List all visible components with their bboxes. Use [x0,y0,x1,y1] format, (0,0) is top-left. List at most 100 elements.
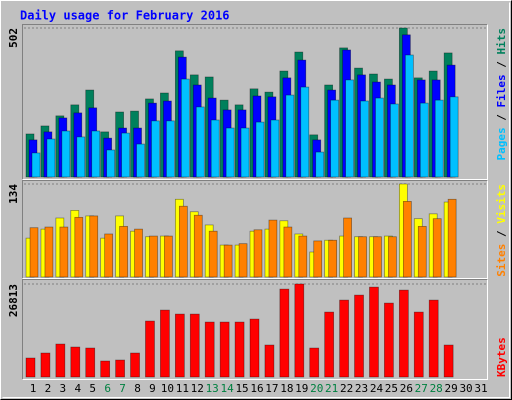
bar [189,313,200,378]
bar [402,201,412,278]
x-tick-label: 8 [134,382,141,395]
bar [384,302,394,378]
bar [358,236,367,278]
bar [369,286,379,378]
bar [268,219,278,278]
x-tick-label: 27 [415,382,428,395]
bar [104,233,114,278]
bar [417,225,427,278]
bar [343,217,352,278]
bar [315,151,325,178]
bar [91,130,101,178]
bar [373,236,382,278]
bar [354,294,364,378]
x-tick-label: 26 [400,382,413,395]
bar [264,344,275,378]
bar [89,215,99,278]
x-tick-label: 31 [474,382,487,395]
bar [428,299,439,378]
bar [166,120,175,178]
panel-bevel-dark [22,279,488,380]
bar [225,127,235,178]
bar [134,228,143,278]
bar [204,321,215,378]
x-tick-label: 10 [161,382,174,395]
x-tick-label: 24 [370,382,384,395]
x-tick-label: 1 [30,382,37,395]
bar [300,86,310,178]
bar [279,288,290,378]
x-tick-label: 18 [280,382,293,395]
x-tick-label: 17 [265,382,278,395]
panel-bevel-light [22,279,488,380]
bar [432,218,442,278]
bar [443,344,454,378]
bar [180,78,190,178]
legend-entry: Pages [495,127,508,160]
x-tick-label: 4 [74,382,81,395]
bar [313,240,323,278]
bar [434,99,444,178]
bar [345,79,354,178]
bar [149,235,158,278]
x-tick-label: 2 [45,382,52,395]
x-tick-label: 25 [385,382,398,395]
bar [44,226,54,278]
legend-entry: Sites [495,244,508,277]
bar [46,138,56,178]
bar [330,99,340,178]
bar [328,239,338,278]
bar [40,352,51,378]
bar [339,299,349,378]
y-tick-label: 26813 [7,284,20,317]
bar [219,321,230,378]
bar [249,318,260,378]
bar [413,311,424,378]
x-tick-label: 11 [176,382,189,395]
bar [130,352,140,378]
x-tick-label: 16 [250,382,263,395]
bar [74,216,84,278]
bar [240,127,250,178]
x-tick-label: 14 [221,382,235,395]
legend: Sites / Visits [495,184,508,277]
x-tick-label: 15 [235,382,248,395]
bar [298,235,308,278]
legend-entry: Hits [495,28,508,55]
legend-entry: Visits [495,184,508,224]
bar [151,120,160,178]
bar [210,119,220,178]
bar [195,106,205,178]
x-tick-label: 29 [445,382,458,395]
bar [31,152,41,178]
bar [285,94,295,178]
bar [398,289,409,378]
bar [76,136,86,178]
bar [294,283,305,378]
bar [61,130,71,178]
bar [106,149,116,178]
chart-title: Daily usage for February 2016 [20,9,230,23]
x-tick-label: 23 [355,382,368,395]
x-tick-label: 22 [340,382,353,395]
legend-separator: / [495,55,508,75]
x-tick-label: 12 [191,382,204,395]
bar [136,143,145,178]
bar [360,100,369,178]
bar [115,359,125,378]
legend: Pages / Files / Hits [495,28,508,161]
bar [25,357,36,378]
bar [145,320,155,378]
x-tick-label: 7 [119,382,126,395]
x-tick-label: 20 [310,382,323,395]
x-tick-label: 13 [206,382,219,395]
bar [404,54,414,178]
bar [270,119,280,178]
bar [178,205,188,278]
bar [121,132,130,178]
bar [388,236,397,278]
legend-entry: KBytes [495,337,508,377]
